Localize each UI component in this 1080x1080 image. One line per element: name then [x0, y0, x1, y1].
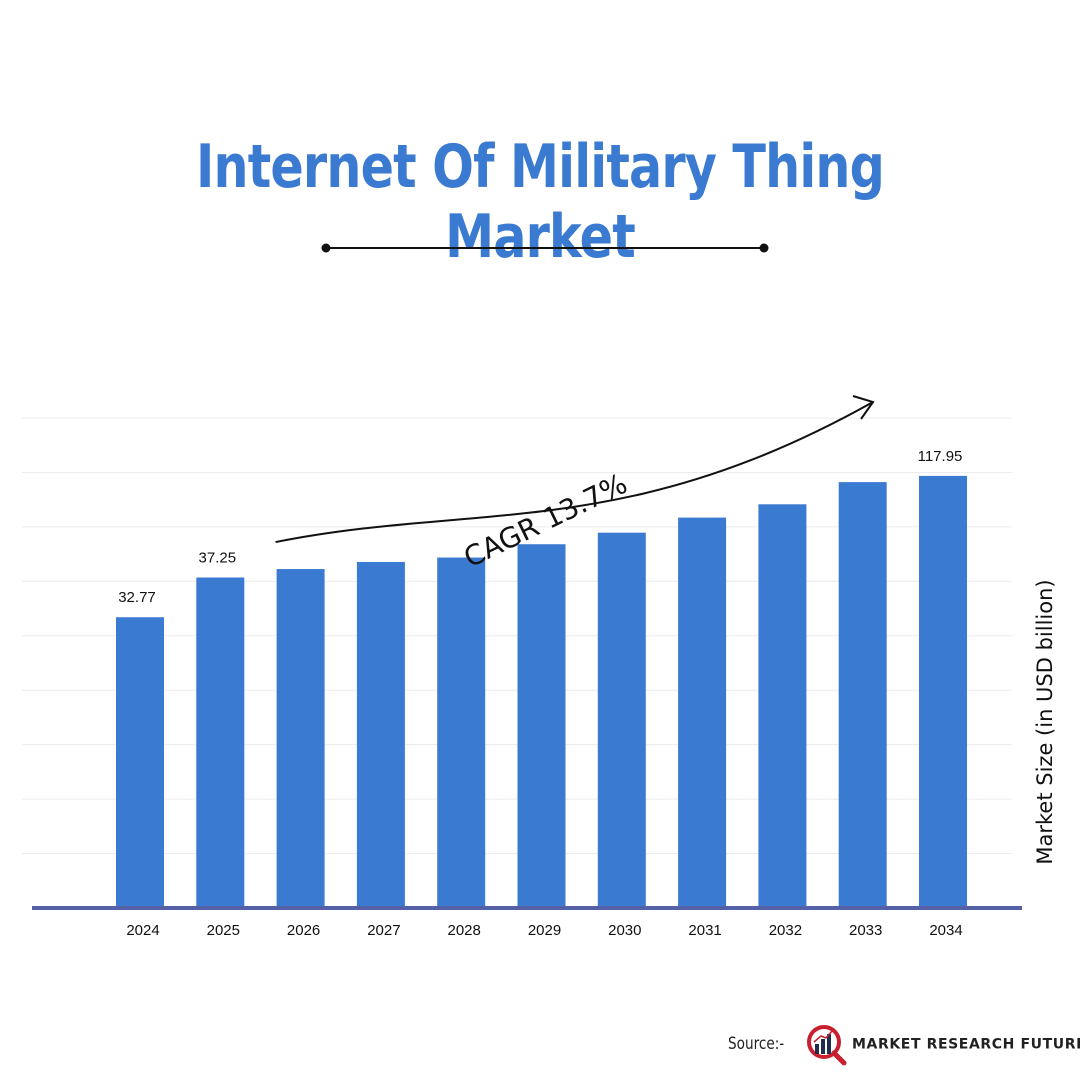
x-tick-2027: 2027	[367, 922, 400, 939]
bar-2024	[116, 617, 164, 908]
y-axis-title: Market Size (in USD billion)	[1033, 579, 1057, 864]
x-tick-2033: 2033	[849, 922, 882, 939]
x-tick-2026: 2026	[287, 922, 320, 939]
x-tick-2029: 2029	[528, 922, 561, 939]
source-label: Source:-	[728, 1034, 785, 1054]
brand-text: MARKET RESEARCH FUTURE	[852, 1036, 1080, 1053]
bar-2033	[838, 482, 887, 908]
data-label-2024: 32.77	[118, 589, 156, 606]
brand-name: MARKET RESEARCH FUTURE®	[852, 1036, 1080, 1053]
bar-2031	[678, 517, 727, 908]
bars	[116, 475, 967, 908]
bar-2034	[919, 475, 967, 908]
x-tick-2034: 2034	[929, 922, 962, 939]
x-tick-2032: 2032	[769, 922, 802, 939]
x-tick-2031: 2031	[688, 922, 721, 939]
title-divider	[321, 243, 769, 253]
magnifier-chart-icon	[807, 1025, 847, 1066]
bar-2030	[597, 532, 646, 908]
x-tick-labels: 2024 2025 2026 2027 2028 2029 2030 2031 2032 2033…	[126, 922, 962, 939]
bar-2032	[758, 504, 807, 908]
bar-2026	[276, 569, 325, 908]
cagr-arrowhead-icon	[852, 395, 875, 420]
data-labels: 32.77 37.25 117.95	[118, 448, 962, 606]
bar-2029	[517, 544, 566, 908]
page-title: Internet Of Military Thing Market	[195, 132, 885, 272]
source-footer: Source:- MARKET RESEARCH FUTURE®	[728, 1022, 1080, 1066]
bar-2025	[196, 577, 245, 908]
bar-2027	[356, 561, 405, 908]
data-label-2034: 117.95	[918, 448, 963, 465]
data-label-2025: 37.25	[199, 549, 237, 566]
x-tick-2030: 2030	[608, 922, 641, 939]
cagr-arrow	[275, 401, 874, 544]
bar-2028	[437, 557, 486, 908]
x-tick-2025: 2025	[207, 922, 240, 939]
x-tick-2028: 2028	[448, 922, 481, 939]
x-tick-2024: 2024	[126, 922, 159, 939]
